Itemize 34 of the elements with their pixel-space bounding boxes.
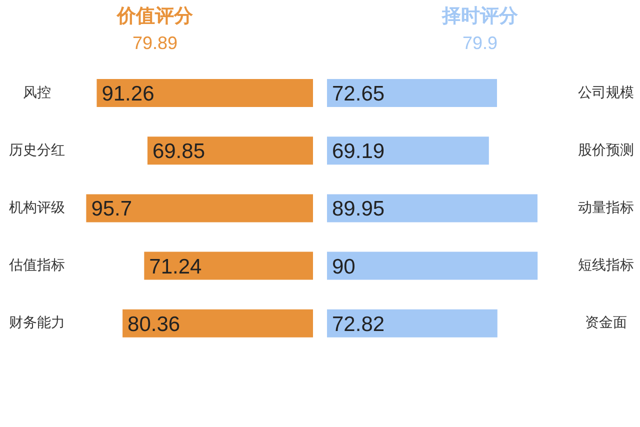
data-label: 72.82 [332,312,385,336]
y-tick-label: 公司规模 [578,84,634,101]
y-tick-label: 短线指标 [578,258,634,274]
bar [327,136,489,165]
chart-title: 择时评分 [440,4,519,29]
data-label: 89.95 [332,198,385,221]
data-label: 69.19 [332,140,385,164]
bar [327,252,538,280]
data-label: 90 [332,255,356,278]
y-tick-label: 历史分红 [9,142,65,158]
bar [86,194,313,222]
y-tick-label: 风控 [23,84,51,101]
data-label: 95.7 [91,198,132,221]
y-tick-label: 资金面 [585,315,627,332]
y-tick-label: 机构评级 [9,200,65,216]
y-tick-label: 财务能力 [9,315,65,332]
data-label: 69.85 [152,140,206,164]
data-label: 91.26 [102,82,154,106]
y-tick-label: 估值指标 [8,258,65,274]
bar [147,136,313,165]
bar [144,252,313,280]
bar [122,309,313,338]
y-tick-label: 股价预测 [578,142,634,158]
y-tick-label: 动量指标 [578,200,634,216]
chart-subtitle: 79.9 [461,33,499,54]
bar [327,79,497,107]
bar [96,79,313,107]
bar [327,194,538,222]
data-label: 80.36 [128,312,180,336]
chart-title: 价值评分 [116,4,194,29]
data-label: 72.65 [332,82,385,106]
chart-subtitle: 79.89 [131,33,179,54]
bar [327,309,498,338]
data-label: 71.24 [149,255,202,278]
